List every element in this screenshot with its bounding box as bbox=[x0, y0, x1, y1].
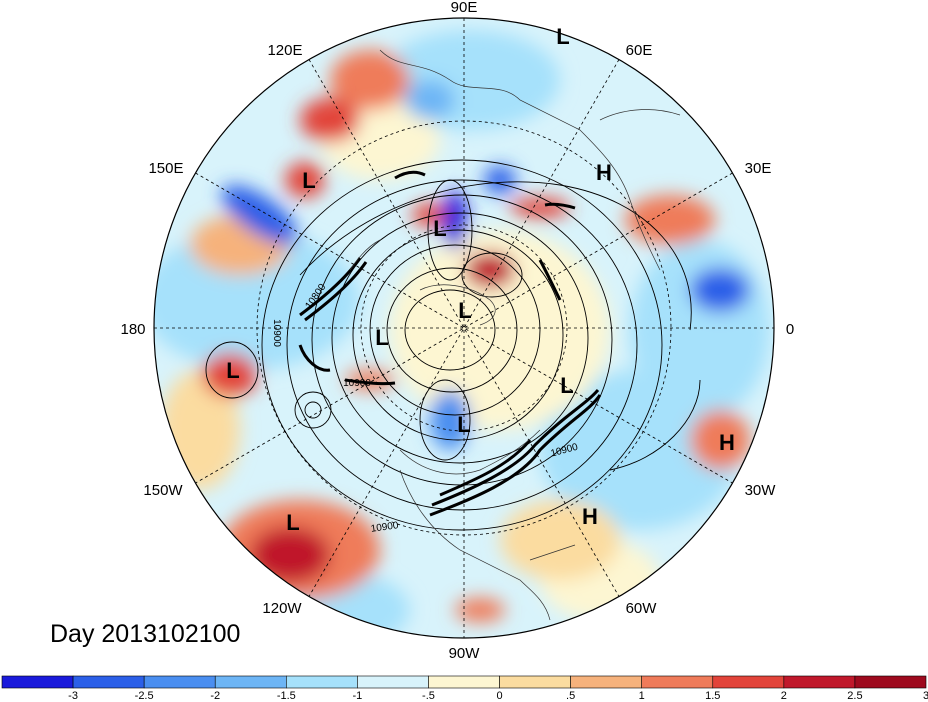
colorbar-tick-label: -1.5 bbox=[277, 690, 296, 702]
lon-label-150w: 150W bbox=[143, 482, 183, 499]
colorbar-tick-label: -.5 bbox=[422, 690, 435, 702]
longitude-labels: 90E 60E 30E 0 30W 60W 90W 120W 150W 180 … bbox=[120, 0, 794, 662]
high-center-marker: H bbox=[719, 430, 735, 455]
low-center-marker: L bbox=[433, 216, 446, 241]
colorbar-swatch bbox=[499, 675, 571, 689]
colorbar-tick-label: 1.5 bbox=[705, 690, 720, 702]
colorbar-tick-label: -2 bbox=[210, 690, 220, 702]
lon-label-180: 180 bbox=[120, 321, 145, 338]
colorbar-tick-label: .5 bbox=[566, 690, 575, 702]
colorbar-swatch bbox=[72, 675, 145, 689]
lon-label-90e: 90E bbox=[451, 0, 478, 16]
anomaly-shading bbox=[154, 18, 774, 638]
colorbar-swatch bbox=[286, 675, 358, 689]
coastlines bbox=[349, 49, 681, 621]
contour-label: 10900 bbox=[271, 319, 282, 347]
map-border bbox=[153, 17, 775, 639]
colorbar-tick-label: 2.5 bbox=[847, 690, 862, 702]
low-center-marker: L bbox=[457, 412, 470, 437]
low-center-marker: L bbox=[302, 168, 315, 193]
pressure-centers: L L H L L L L L L H H L bbox=[226, 24, 735, 535]
colorbar-swatch bbox=[214, 675, 287, 689]
colorbar-tick-label: 0 bbox=[496, 690, 502, 702]
lon-label-150e: 150E bbox=[148, 160, 183, 177]
colorbar: -3 -2.5 -2 -1.5 -1 -.5 0 .5 1 1.5 2 2.5 3 bbox=[1, 675, 928, 702]
contour-label: 10900 bbox=[343, 378, 371, 389]
lon-label-90w: 90W bbox=[449, 645, 481, 662]
colorbar-tick-label: 2 bbox=[781, 690, 787, 702]
low-center-marker: L bbox=[556, 24, 569, 49]
lon-label-60e: 60E bbox=[626, 42, 653, 59]
colorbar-tick-label: 1 bbox=[639, 690, 645, 702]
lon-label-60w: 60W bbox=[626, 600, 658, 617]
colorbar-tick-label: -1 bbox=[352, 690, 362, 702]
colorbar-swatch bbox=[1, 675, 74, 689]
colorbar-tick-label: -3 bbox=[68, 690, 78, 702]
lon-label-30e: 30E bbox=[745, 160, 772, 177]
low-center-marker: L bbox=[458, 298, 471, 323]
high-center-marker: H bbox=[582, 504, 598, 529]
colorbar-swatch bbox=[641, 675, 714, 689]
colorbar-swatch bbox=[143, 675, 216, 689]
contour-label: 10900 bbox=[370, 520, 400, 535]
lon-label-120e: 120E bbox=[267, 42, 302, 59]
map-title: Day 2013102100 bbox=[50, 620, 241, 648]
latlon-grid bbox=[154, 18, 774, 638]
colorbar-tick-label: 3 bbox=[923, 690, 928, 702]
height-contours bbox=[205, 159, 701, 531]
colorbar-swatch bbox=[854, 675, 927, 689]
lon-label-120w: 120W bbox=[262, 600, 302, 617]
low-center-marker: L bbox=[226, 358, 239, 383]
colorbar-tick-label: -2.5 bbox=[135, 690, 154, 702]
high-center-marker: H bbox=[596, 160, 612, 185]
low-center-marker: L bbox=[560, 373, 573, 398]
colorbar-swatch bbox=[428, 675, 500, 689]
lon-label-0: 0 bbox=[786, 321, 794, 338]
colorbar-swatch bbox=[357, 675, 429, 689]
low-center-marker: L bbox=[375, 325, 388, 350]
colorbar-swatch bbox=[712, 675, 785, 689]
colorbar-swatch bbox=[783, 675, 856, 689]
lon-label-30w: 30W bbox=[745, 482, 777, 499]
colorbar-swatch bbox=[570, 675, 642, 689]
low-center-marker: L bbox=[286, 510, 299, 535]
